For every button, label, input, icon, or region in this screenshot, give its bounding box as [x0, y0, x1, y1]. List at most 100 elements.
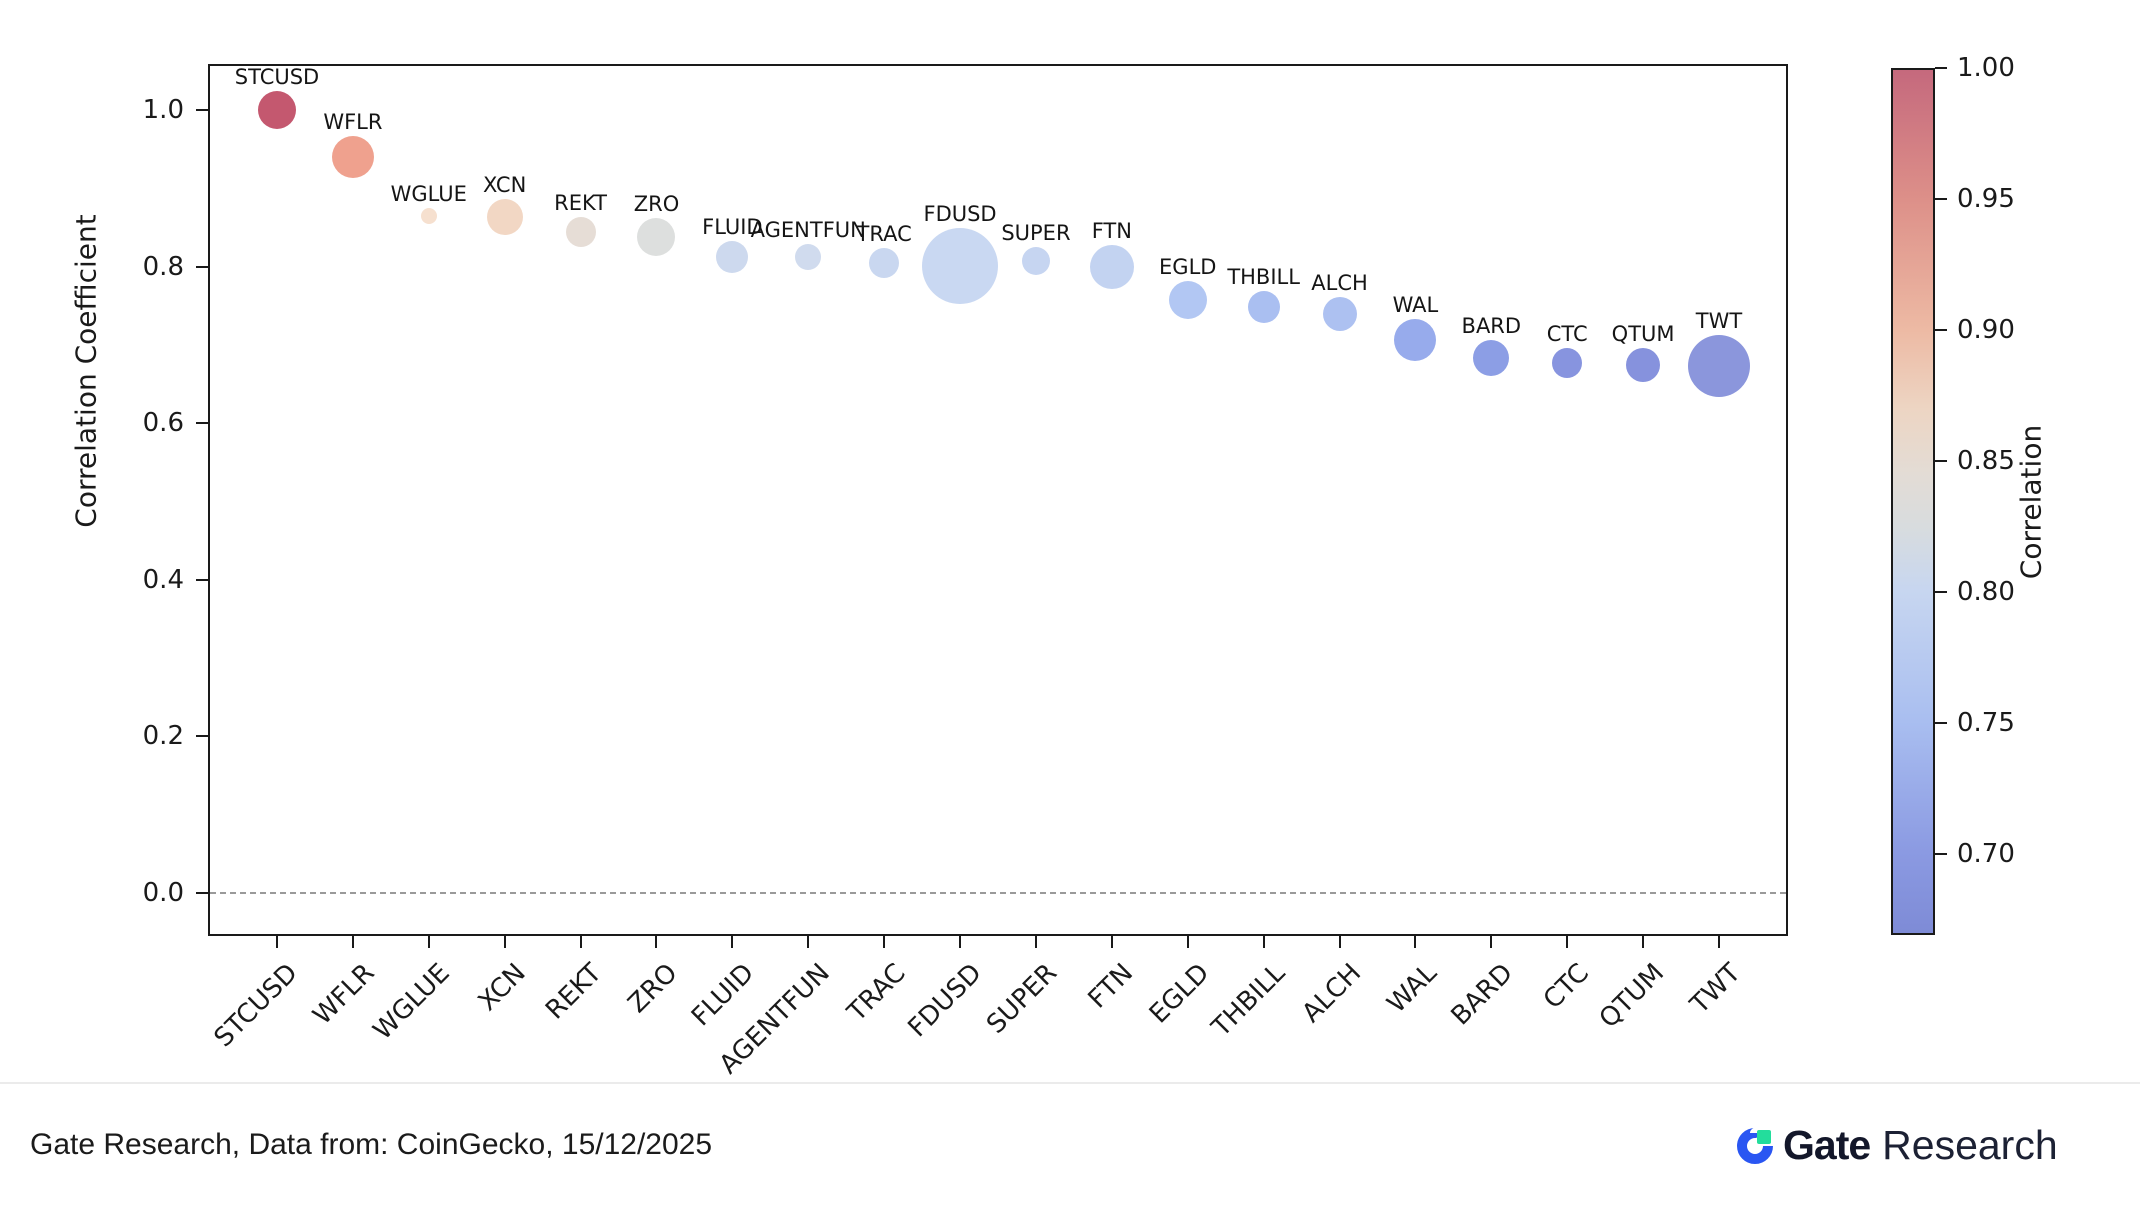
- y-tick-mark: [196, 265, 208, 268]
- y-tick-mark: [196, 422, 208, 425]
- x-tick-label-STCUSD: STCUSD: [209, 958, 305, 1054]
- bubble-THBILL: [1247, 291, 1280, 324]
- colorbar-tick-label: 0.80: [1957, 576, 2015, 607]
- x-tick-label-XCN: XCN: [472, 958, 532, 1018]
- x-tick-mark: [503, 936, 506, 948]
- x-tick-label-CTC: CTC: [1537, 958, 1595, 1016]
- x-tick-label-EGLD: EGLD: [1143, 958, 1215, 1030]
- x-tick-mark: [959, 936, 962, 948]
- brand-gate: Gate: [1783, 1122, 1871, 1168]
- colorbar-tick-mark: [1935, 459, 1947, 462]
- bubble-label-SUPER: SUPER: [1001, 221, 1071, 246]
- x-tick-label-QTUM: QTUM: [1594, 958, 1671, 1035]
- bubble-ZRO: [637, 217, 676, 256]
- x-tick-mark: [655, 936, 658, 948]
- bubble-label-FDUSD: FDUSD: [923, 201, 997, 226]
- colorbar-tick-label: 0.90: [1957, 314, 2015, 345]
- y-tick-mark: [196, 891, 208, 894]
- colorbar-tick-mark: [1935, 721, 1947, 724]
- x-tick-label-TRAC: TRAC: [841, 958, 912, 1028]
- bubble-label-FTN: FTN: [1091, 218, 1132, 243]
- bubble-FLUID: [716, 241, 749, 274]
- bubble-label-ZRO: ZRO: [633, 191, 680, 216]
- bubble-label-WAL: WAL: [1392, 293, 1439, 318]
- bubble-label-AGENTFUN: AGENTFUN: [750, 218, 866, 243]
- bubble-SUPER: [1021, 247, 1050, 276]
- gate-logo-mark: [1737, 1127, 1773, 1164]
- bubble-label-FLUID: FLUID: [702, 215, 763, 240]
- x-tick-mark: [427, 936, 430, 948]
- x-tick-mark: [1338, 936, 1341, 948]
- colorbar-tick-mark: [1935, 328, 1947, 331]
- x-tick-mark: [883, 936, 886, 948]
- colorbar-label: Correlation: [2014, 424, 2048, 580]
- x-tick-label-SUPER: SUPER: [981, 958, 1064, 1040]
- bubble-label-TWT: TWT: [1695, 309, 1743, 334]
- x-tick-mark: [1186, 936, 1189, 948]
- bubble-FTN: [1089, 244, 1134, 289]
- y-tick-mark: [196, 735, 208, 738]
- x-tick-mark: [1110, 936, 1113, 948]
- bubble-label-ALCH: ALCH: [1311, 270, 1368, 295]
- bubble-label-TRAC: TRAC: [856, 221, 912, 246]
- x-tick-label-FTN: FTN: [1082, 958, 1140, 1015]
- x-tick-mark: [1642, 936, 1645, 948]
- bubble-TRAC: [869, 247, 900, 278]
- bubble-label-CTC: CTC: [1546, 322, 1588, 347]
- colorbar-tick-mark: [1935, 197, 1947, 200]
- bubble-FDUSD: [922, 227, 999, 304]
- plot-area: [208, 64, 1788, 936]
- colorbar-tick-label: 0.70: [1957, 838, 2015, 869]
- bubble-QTUM: [1626, 348, 1661, 383]
- x-tick-mark: [276, 936, 278, 948]
- bubble-WGLUE: [420, 207, 437, 224]
- y-tick-label: 0.0: [142, 877, 184, 908]
- y-tick-label: 0.6: [142, 408, 184, 439]
- x-tick-label-FDUSD: FDUSD: [902, 958, 988, 1044]
- bubble-label-THBILL: THBILL: [1227, 265, 1300, 290]
- bubble-label-XCN: XCN: [483, 173, 527, 198]
- bubble-EGLD: [1168, 281, 1207, 320]
- bubble-label-EGLD: EGLD: [1159, 255, 1217, 280]
- colorbar-tick-label: 0.95: [1957, 183, 2015, 214]
- y-tick-mark: [196, 578, 208, 581]
- colorbar-tick-mark: [1935, 852, 1947, 855]
- bubble-label-QTUM: QTUM: [1611, 322, 1675, 347]
- y-tick-mark: [196, 109, 208, 112]
- y-tick-label: 0.4: [142, 564, 184, 595]
- colorbar-tick-mark: [1935, 67, 1947, 69]
- x-tick-label-ALCH: ALCH: [1296, 958, 1367, 1029]
- bubble-BARD: [1473, 339, 1510, 376]
- bubble-label-WGLUE: WGLUE: [390, 181, 467, 206]
- x-tick-mark: [579, 936, 582, 948]
- colorbar-tick-label: 0.75: [1957, 707, 2015, 738]
- x-tick-mark: [1566, 936, 1569, 948]
- bubble-label-STCUSD: STCUSD: [234, 65, 320, 90]
- bubble-WAL: [1394, 319, 1437, 362]
- y-tick-label: 0.2: [142, 721, 184, 752]
- x-tick-label-ZRO: ZRO: [622, 958, 684, 1020]
- x-tick-mark: [351, 936, 354, 948]
- x-tick-label-BARD: BARD: [1445, 958, 1519, 1032]
- bubble-REKT: [565, 216, 596, 247]
- colorbar: [1891, 68, 1935, 935]
- x-tick-label-TWT: TWT: [1684, 958, 1747, 1020]
- colorbar-tick-label: 1.00: [1957, 53, 2015, 83]
- x-tick-mark: [1414, 936, 1417, 948]
- x-tick-label-WFLR: WFLR: [307, 958, 381, 1031]
- x-tick-mark: [731, 936, 734, 948]
- bubble-TWT: [1688, 335, 1750, 398]
- bubble-AGENTFUN: [795, 244, 822, 271]
- bubble-label-WFLR: WFLR: [323, 110, 383, 135]
- x-tick-mark: [1262, 936, 1265, 948]
- footer-divider: [0, 1082, 2140, 1084]
- brand-research: Research: [1882, 1122, 2058, 1168]
- x-tick-label-FLUID: FLUID: [685, 958, 760, 1033]
- y-tick-label: 0.8: [142, 251, 184, 282]
- bubble-CTC: [1552, 348, 1583, 379]
- bubble-WFLR: [331, 136, 374, 179]
- x-tick-mark: [807, 936, 810, 948]
- footer-source-text: Gate Research, Data from: CoinGecko, 15/…: [30, 1128, 713, 1161]
- bubble-STCUSD: [258, 91, 296, 130]
